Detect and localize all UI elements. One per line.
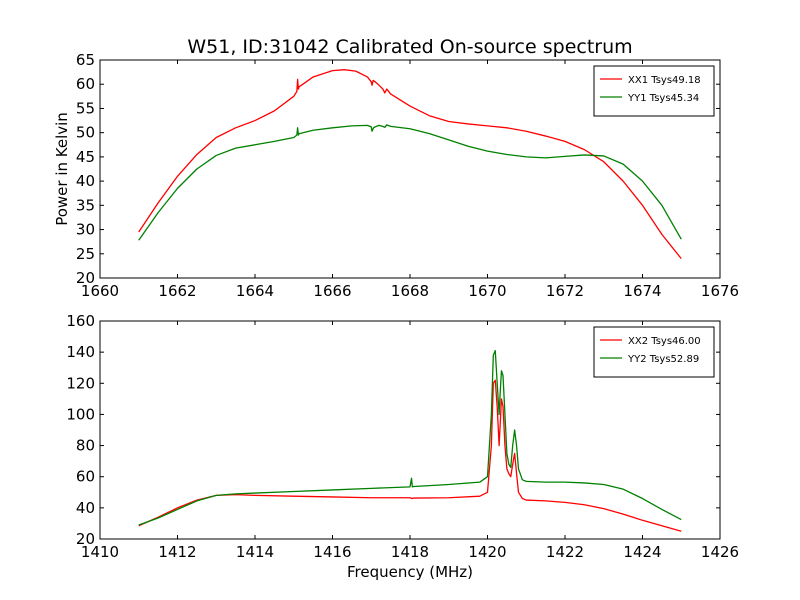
legend-label: YY1 Tsys45.34	[627, 93, 699, 104]
y-tick-label: 65	[76, 51, 95, 69]
y-tick-label: 30	[76, 221, 95, 239]
y-tick-label: 80	[76, 437, 95, 455]
series-line-1-1	[138, 69, 682, 260]
x-tick-label: 1668	[391, 282, 429, 300]
legend-label: XX2 Tsys46.00	[628, 336, 701, 347]
x-tick-label: 1420	[468, 543, 506, 561]
x-tick-label: 1676	[701, 282, 739, 300]
y-tick-label: 55	[76, 99, 95, 117]
x-tick-label: 1422	[546, 543, 584, 561]
y-tick-label: 20	[76, 530, 95, 548]
series-line-2-1	[138, 379, 682, 532]
series-line-1-2	[138, 124, 682, 241]
y-tick-label: 45	[76, 148, 95, 166]
y-axis-label: Power in Kelvin	[53, 112, 71, 226]
x-tick-label: 1418	[391, 543, 429, 561]
legend: XX2 Tsys46.00 YY2 Tsys52.89	[593, 326, 715, 378]
x-tick-label: 1662	[158, 282, 196, 300]
y-tick-label: 120	[66, 374, 95, 392]
y-tick-label: 25	[76, 245, 95, 263]
legend-box	[593, 326, 715, 378]
bottom-panel-1420mhz: 1410 1412 1414 1416 1418 1420 1422 1424 1426 20 40…	[66, 312, 739, 561]
y-tick-label: 60	[76, 468, 95, 486]
x-tick-label: 1664	[236, 282, 274, 300]
x-tick-label: 1666	[313, 282, 351, 300]
x-tick-label: 1426	[701, 543, 739, 561]
x-tick-label: 1424	[623, 543, 661, 561]
x-tick-label: 1410	[81, 543, 119, 561]
legend-label: YY2 Tsys52.89	[627, 354, 699, 365]
x-tick-label: 1670	[468, 282, 506, 300]
x-axis-label: Frequency (MHz)	[347, 563, 473, 581]
series-line-2-2	[138, 349, 682, 526]
x-tick-label: 1672	[546, 282, 584, 300]
chart-title: W51, ID:31042 Calibrated On-source spect…	[187, 36, 632, 58]
y-tick-label: 40	[76, 499, 95, 517]
x-tick-label: 1660	[81, 282, 119, 300]
top-panel-1665mhz: 1660 1662 1664 1666 1668 1670 1672 1674 1676 20 25…	[76, 51, 739, 300]
legend-label: XX1 Tsys49.18	[628, 75, 701, 86]
y-tick-label: 50	[76, 124, 95, 142]
y-tick-label: 60	[76, 75, 95, 93]
y-tick-label: 160	[66, 312, 95, 330]
legend-box	[593, 65, 715, 117]
x-tick-label: 1412	[158, 543, 196, 561]
y-tick-label: 35	[76, 196, 95, 214]
y-tick-label: 100	[66, 405, 95, 423]
y-tick-label: 40	[76, 172, 95, 190]
x-tick-label: 1674	[623, 282, 661, 300]
legend: XX1 Tsys49.18 YY1 Tsys45.34	[593, 65, 715, 117]
x-tick-label: 1416	[313, 543, 351, 561]
x-tick-label: 1414	[236, 543, 274, 561]
y-tick-label: 20	[76, 269, 95, 287]
y-tick-label: 140	[66, 343, 95, 361]
